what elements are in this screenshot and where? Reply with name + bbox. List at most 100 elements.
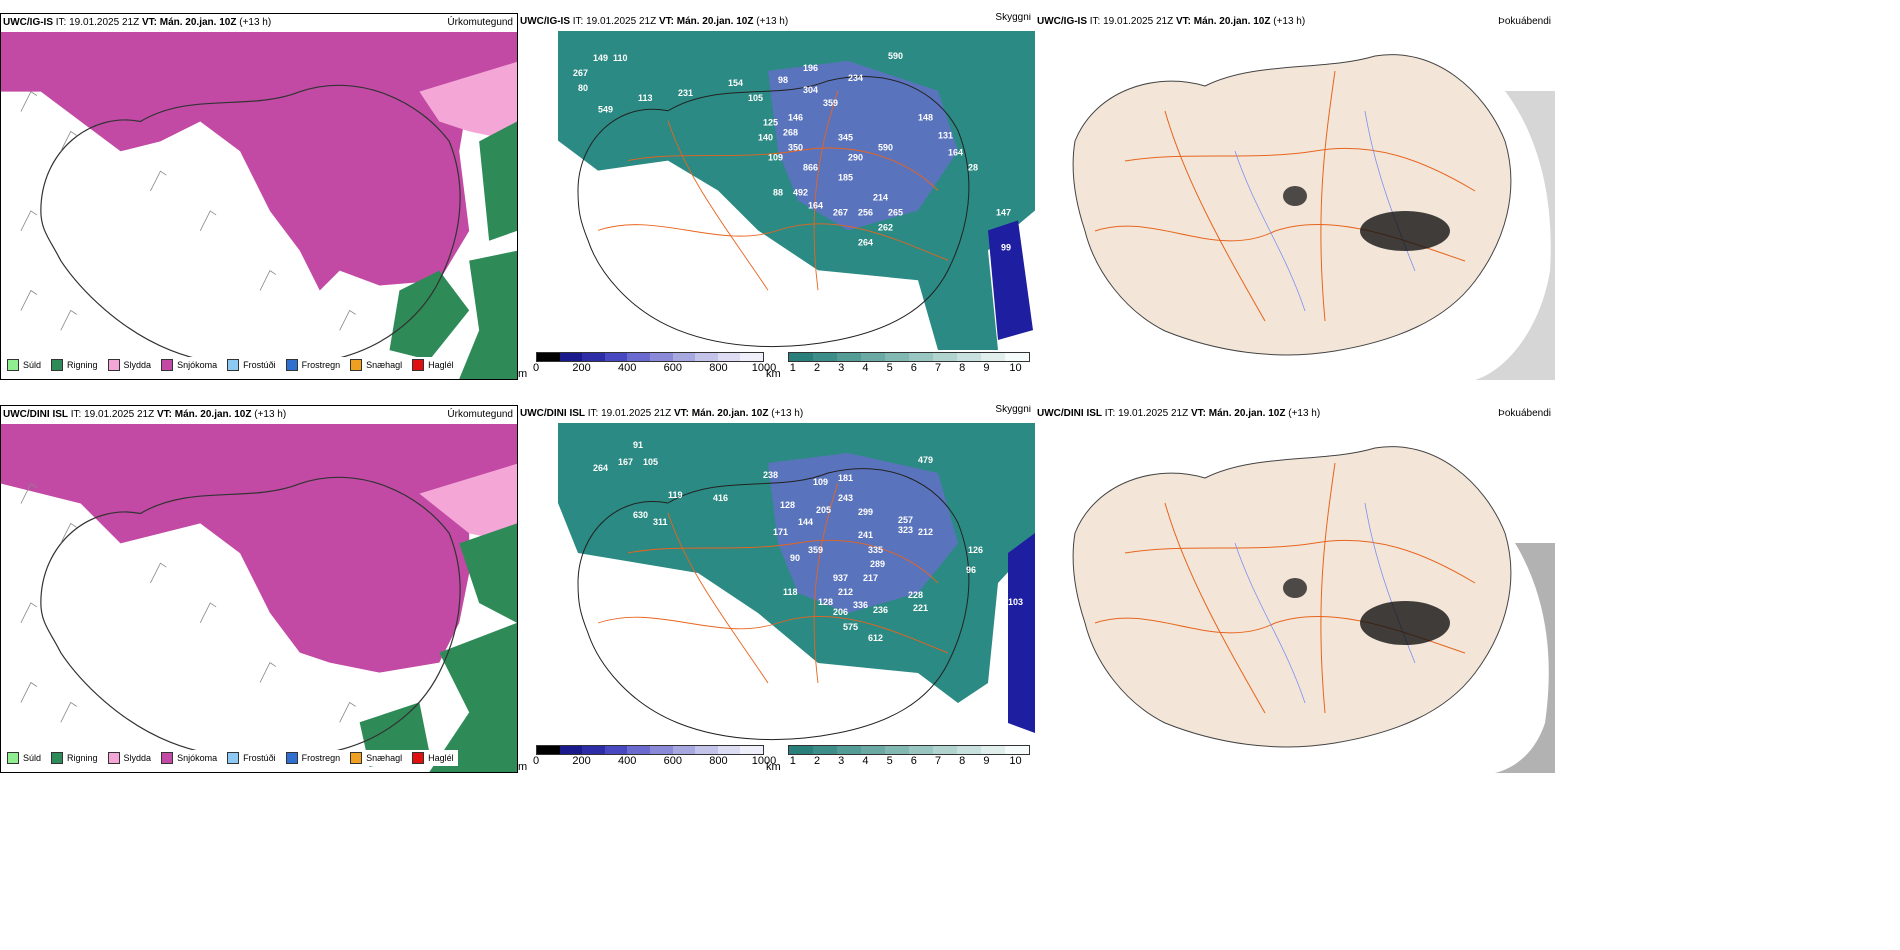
colorbar-ticks: 0 200 400 600 800 1000 [533, 755, 776, 767]
snow-area [1, 32, 517, 291]
cloud-value: 171 [773, 527, 788, 537]
cloud-value: 103 [1008, 597, 1023, 607]
cloud-value: 323 [898, 525, 913, 535]
legend-label: Snæhagl [366, 360, 403, 370]
sleet-area [419, 61, 517, 142]
cloud-value: 258 [548, 580, 563, 590]
precip-type-panel-bottom: UWC/DINI ISL IT: 19.01.2025 21Z VT: Mán.… [0, 405, 518, 773]
river-network [1234, 502, 1416, 704]
cloud-value: 113 [638, 93, 653, 103]
model-name: UWC/DINI ISL [520, 408, 585, 419]
cloud-value: 257 [898, 515, 913, 525]
cloud-value: 262 [878, 222, 893, 232]
visibility-colorbar: km 1 2 3 4 5 6 7 8 9 10 [766, 352, 1030, 380]
cloud-value: 268 [783, 128, 798, 138]
cloud-base-area [768, 60, 958, 231]
cloud-value: 256 [858, 207, 873, 217]
tick-label: 4 [862, 755, 869, 767]
tick-label: 6 [910, 362, 917, 374]
snow-area [1, 424, 517, 673]
legend-swatch [227, 752, 240, 764]
river-network [1234, 110, 1416, 312]
legend-item-snow: Snjókoma [161, 752, 217, 764]
road-network [597, 482, 949, 684]
tick-label: 600 [663, 362, 682, 374]
cloud-value: 205 [816, 505, 831, 515]
cloud-value: 119 [668, 490, 683, 500]
fog-map [1035, 31, 1555, 380]
legend-item-sleet: Slydda [107, 752, 151, 764]
cloud-value: 866 [803, 163, 818, 173]
cloud-value: 181 [838, 473, 853, 483]
vt-value: Mán. 20.jan. 10Z [159, 17, 237, 28]
cloud-value: 140 [758, 133, 773, 143]
precip-map-svg [1, 424, 517, 772]
colorbar-unit: km [766, 368, 781, 380]
it-label: IT: [55, 17, 67, 28]
cloud-value: 28 [968, 163, 978, 173]
legend-label: Súld [23, 360, 42, 370]
precip-map [1, 424, 517, 772]
tick-label: 1000 [751, 362, 777, 374]
cloud-base-colorbar: m 0 200 400 600 800 1000 [518, 352, 776, 380]
panel-header: UWC/IG-IS IT: 19.01.2025 21Z VT: Mán. 20… [518, 13, 1035, 31]
cloud-value: 91 [633, 440, 643, 450]
cloud-value: 238 [763, 470, 778, 480]
legend-swatch [285, 359, 298, 371]
rain-area-1 [459, 523, 517, 623]
vt-value: Mán. 20.jan. 10Z [1193, 16, 1271, 27]
cloud-value: 185 [838, 173, 853, 183]
cloud-value: 231 [678, 88, 693, 98]
cloud-value: 98 [778, 75, 788, 85]
cloud-map: 91 167 105 264 119 416 630 311 238 109 1… [518, 423, 1035, 743]
cloud-value: 590 [878, 143, 893, 153]
legend-swatch [161, 752, 174, 764]
model-name: UWC/IG-IS [1037, 16, 1087, 27]
cloud-value: 575 [843, 622, 858, 632]
tick-label: 600 [663, 755, 682, 767]
legend-item-snow: Snjókoma [161, 359, 217, 371]
cloud-value: 109 [813, 477, 828, 487]
model-name: UWC/IG-IS [520, 16, 570, 27]
fog-map-svg [1072, 446, 1555, 773]
tick-label: 5 [886, 362, 893, 374]
vt-label: VT: [156, 409, 172, 420]
precip-type-panel-top: UWC/IG-IS IT: 19.01.2025 21Z VT: Mán. 20… [0, 13, 518, 380]
legend-swatch [107, 752, 120, 764]
tick-label: 3 [838, 755, 845, 767]
cloud-value: 289 [870, 559, 885, 569]
lead-time: (+13 h) [239, 17, 272, 28]
legend-label: Súld [23, 753, 42, 763]
precip-legend: Súld Rigning Slydda Snjókoma Frostúði Fr… [3, 357, 458, 373]
cloud-panel-bottom: UWC/DINI ISL IT: 19.01.2025 21Z VT: Mán.… [518, 405, 1035, 773]
cloud-panel-top: UWC/IG-IS IT: 19.01.2025 21Z VT: Mán. 20… [518, 13, 1035, 380]
legend-swatch [350, 359, 363, 371]
tick-label: 9 [983, 362, 990, 374]
iceland-outline [40, 84, 461, 368]
cloud-base-area-2 [988, 220, 1033, 341]
tick-label: 1 [789, 755, 796, 767]
cloud-value: 105 [748, 93, 763, 103]
model-name: UWC/IG-IS [3, 17, 53, 28]
rain-area-1 [479, 121, 517, 241]
cloud-value: 214 [873, 192, 888, 202]
rain-area-3 [459, 250, 517, 379]
cloud-value: 311 [653, 517, 668, 527]
tick-label: 3 [838, 362, 845, 374]
model-name: UWC/DINI ISL [1037, 408, 1102, 419]
colorbar-stripe [536, 352, 764, 362]
colorbar-stripe [788, 352, 1030, 362]
cloud-value: 149 [593, 53, 608, 63]
colorbar-unit: m [518, 761, 528, 773]
cloud-base-area [768, 453, 958, 613]
legend-item-freezing-rain: Frostregn [285, 752, 340, 764]
tick-label: 7 [934, 362, 942, 374]
legend-label: Snjókoma [177, 360, 218, 370]
precip-map-svg [1, 32, 517, 379]
tick-label: 2 [813, 362, 821, 374]
legend-label: Frostúði [243, 360, 276, 370]
offshore-fog [1495, 543, 1555, 773]
panel-title: Skyggni [995, 13, 1031, 23]
panel-header: UWC/DINI ISL IT: 19.01.2025 21Z VT: Mán.… [1035, 405, 1555, 423]
road-network [597, 90, 949, 291]
